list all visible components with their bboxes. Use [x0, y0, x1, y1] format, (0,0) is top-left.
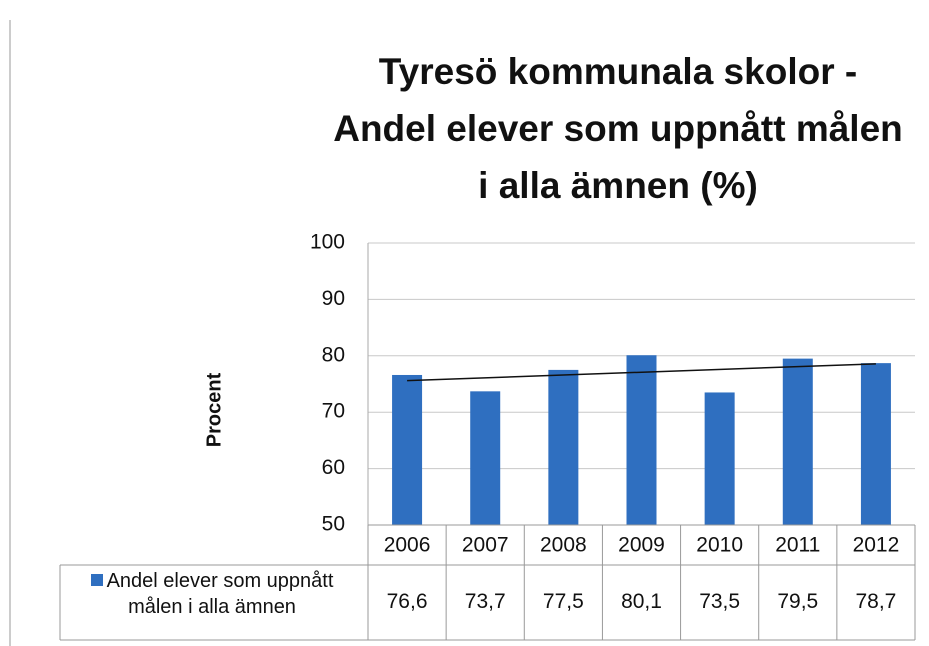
y-tick-label: 70	[322, 400, 345, 423]
bar	[782, 358, 813, 525]
data-table-value: 79,5	[777, 590, 818, 613]
chart-title: Tyresö kommunala skolor -	[379, 51, 857, 92]
data-table-value: 77,5	[543, 590, 584, 613]
y-tick-label: 50	[322, 513, 345, 536]
x-tick-label: 2009	[618, 534, 665, 557]
legend-swatch	[90, 574, 103, 586]
y-tick-label: 90	[322, 287, 345, 310]
trendline	[407, 363, 876, 382]
x-tick-label: 2006	[384, 534, 431, 557]
data-table-value: 73,5	[699, 590, 740, 613]
x-tick-label: 2012	[853, 534, 900, 557]
bar	[704, 392, 735, 525]
y-tick-label: 60	[322, 456, 345, 479]
y-tick-label: 100	[310, 231, 345, 254]
x-tick-label: 2008	[540, 534, 587, 557]
bar	[392, 374, 423, 525]
bar	[860, 363, 891, 525]
data-table-value: 80,1	[621, 590, 662, 613]
legend-label: Andel elever som uppnått målen i alla äm…	[106, 570, 334, 618]
legend-entry: Andel elever som uppnått målen i alla äm…	[62, 568, 362, 620]
data-table-value: 76,6	[387, 590, 428, 613]
x-tick-label: 2007	[462, 534, 509, 557]
y-tick-label: 80	[322, 343, 345, 366]
data-table-value: 73,7	[465, 590, 506, 613]
chart-title: i alla ämnen (%)	[478, 165, 758, 206]
bar	[548, 369, 579, 525]
chart-title: Andel elever som uppnått målen	[333, 108, 903, 149]
data-table-value: 78,7	[855, 590, 896, 613]
bar	[470, 391, 501, 525]
x-tick-label: 2010	[696, 534, 743, 557]
x-tick-label: 2011	[775, 534, 820, 557]
y-axis-label: Procent	[203, 372, 225, 447]
bar	[626, 355, 657, 525]
